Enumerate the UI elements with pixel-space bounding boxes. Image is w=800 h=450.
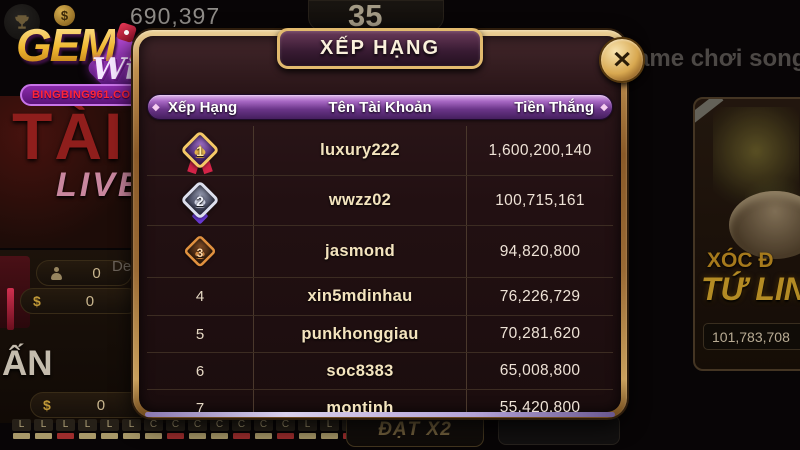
dealer-label: Dea <box>112 258 140 275</box>
rank-number: 4 <box>195 288 205 305</box>
table-row: ♠ 3 jasmond 94,820,800 <box>147 226 613 278</box>
column-winnings: Tiền Thắng <box>514 99 594 116</box>
history-tile: L <box>320 419 339 439</box>
column-rank: Xếp Hạng <box>168 99 238 116</box>
rank-number: 2 <box>196 193 204 209</box>
modal-title: XẾP HẠNG <box>319 37 441 59</box>
result-history-strip: L L L L L L C C C C C C C L L C L <box>12 419 383 439</box>
secondary-button <box>498 415 620 445</box>
spade-icon: ♠ <box>193 137 207 163</box>
table-row: 5 punkhonggiau 70,281,620 <box>147 316 613 353</box>
domain-pill: BINGBING961.COM <box>20 84 152 106</box>
history-tile: L <box>56 419 75 439</box>
winnings-value: 1,600,200,140 <box>488 141 592 159</box>
history-tile: L <box>298 419 317 439</box>
history-tile: C <box>166 419 185 439</box>
lobby-banner-text: ame chơi song so <box>636 45 800 72</box>
modal-title-plaque: XẾP HẠNG <box>277 28 483 69</box>
account-name: xin5mdinhau <box>253 278 467 315</box>
account-name: jasmond <box>253 226 467 277</box>
right-game-title: XÓC Đ <box>707 249 774 272</box>
history-tile: C <box>232 419 251 439</box>
table-row: ♠ 1 luxury222 1,600,200,140 <box>147 126 613 176</box>
close-icon: ✕ <box>611 47 633 73</box>
logo-text-gem: GEM <box>16 19 117 71</box>
rank-number: 1 <box>196 143 204 159</box>
winnings-value: 94,820,800 <box>499 242 581 260</box>
account-name: luxury222 <box>253 126 467 175</box>
leaderboard-list[interactable]: ♠ 1 luxury222 1,600,200,140 ♠ 2 <box>147 126 613 412</box>
red-indicator-bar <box>7 288 14 330</box>
history-tile: C <box>276 419 295 439</box>
account-name: montinh <box>253 390 467 412</box>
players-counter: 0 <box>36 260 132 286</box>
table-count-value: 35 <box>348 0 383 33</box>
spade-icon: ♠ <box>193 187 207 213</box>
history-tile: L <box>34 419 53 439</box>
account-name: wwzz02 <box>253 176 467 225</box>
winnings-value: 65,008,800 <box>499 362 581 379</box>
winnings-value: 70,281,620 <box>499 325 581 342</box>
history-tile: C <box>188 419 207 439</box>
bet-counter-2: $ 0 <box>30 392 152 418</box>
history-tile: C <box>254 419 273 439</box>
silver-medal-icon: ♠ 2 <box>177 178 223 224</box>
bowl-art <box>729 191 800 259</box>
account-name: punkhonggiau <box>253 316 467 352</box>
history-tile: L <box>12 419 31 439</box>
column-account: Tên Tài Khoản <box>328 99 432 116</box>
partial-word: ẤN <box>2 344 53 383</box>
winnings-value: 76,226,729 <box>499 287 581 305</box>
players-value: 0 <box>92 264 101 282</box>
rank-number: 5 <box>195 325 205 343</box>
player-icon <box>51 266 62 280</box>
bet-value-1: 0 <box>85 292 95 310</box>
table-row: 6 soc8383 65,008,800 <box>147 353 613 390</box>
history-tile: L <box>78 419 97 439</box>
close-button[interactable]: ✕ <box>599 37 645 83</box>
history-tile: C <box>144 419 163 439</box>
table-header: ◆ Xếp Hạng Tên Tài Khoản Tiền Thắng ◆ <box>147 94 613 120</box>
ranking-modal: ◆ Xếp Hạng Tên Tài Khoản Tiền Thắng ◆ ♠ … <box>133 28 627 418</box>
history-tile: C <box>210 419 229 439</box>
rank-number: 3 <box>196 245 204 259</box>
trophy-icon <box>4 4 40 40</box>
coin-icon: $ <box>54 5 75 26</box>
rank-number: 7 <box>195 399 205 413</box>
spade-icon: ♠ <box>194 240 206 263</box>
bronze-medal-icon: ♠ 3 <box>180 232 219 271</box>
winnings-value: 100,715,161 <box>495 191 585 209</box>
history-tile: L <box>122 419 141 439</box>
bet-value-2: 0 <box>96 396 106 414</box>
rank-number: 6 <box>195 362 205 380</box>
game-card-tai-live: TÀI LIVE <box>0 96 142 248</box>
left-game-title: TÀI <box>12 99 125 173</box>
jackpot-value: 101,783,708 <box>703 323 800 350</box>
game-card-xoc-dia: XÓC Đ TỨ LIN 101,783,708 <box>693 97 800 371</box>
left-game-subtitle: LIVE <box>56 166 142 204</box>
balance-value: 690,397 <box>130 3 221 29</box>
bet-counter-1: $ 0 <box>20 288 140 314</box>
table-row: 4 xin5mdinhau 76,226,729 <box>147 278 613 316</box>
gold-medal-icon: ♠ 1 <box>177 128 223 174</box>
table-row: 7 montinh 55,420,800 <box>147 390 613 412</box>
table-row: ♠ 2 wwzz02 100,715,161 <box>147 176 613 226</box>
trophy-glyph <box>15 15 29 29</box>
right-game-subtitle: TỨ LIN <box>701 271 800 307</box>
dollar-icon: $ <box>43 397 51 413</box>
diamond-ornament-icon: ◆ <box>152 102 160 113</box>
account-name: soc8383 <box>253 353 467 389</box>
dollar-icon: $ <box>33 293 41 309</box>
modal-bottom-trim <box>145 412 615 417</box>
diamond-ornament-icon: ◆ <box>600 102 608 113</box>
ranking-modal-body: ◆ Xếp Hạng Tên Tài Khoản Tiền Thắng ◆ ♠ … <box>139 36 621 412</box>
history-tile: L <box>100 419 119 439</box>
domain-text: BINGBING961.COM <box>31 89 141 101</box>
winnings-value: 55,420,800 <box>499 399 581 412</box>
